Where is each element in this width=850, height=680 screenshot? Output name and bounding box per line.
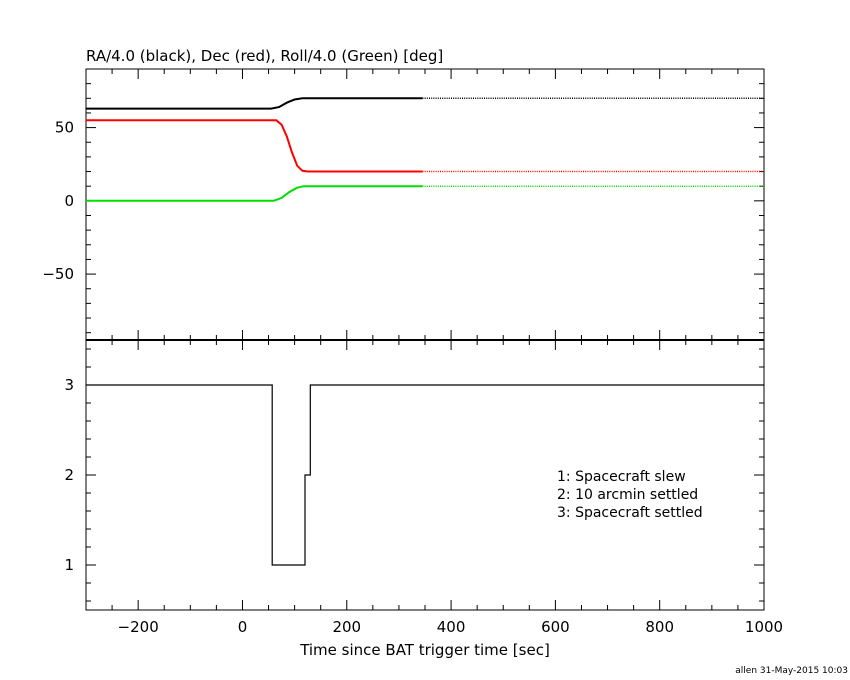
bottom-y-tick-labels: 3 2 1: [64, 376, 74, 574]
series-line-1: [86, 97, 423, 110]
top-plot-frame: [85, 68, 765, 341]
settle-status-step-line: [86, 384, 764, 566]
bottom-axis-ticks: [85, 340, 765, 610]
x-axis-label: Time since BAT trigger time [sec]: [299, 641, 550, 659]
y-tick-label: 50: [55, 119, 74, 137]
y-tick-label: 2: [64, 466, 74, 484]
legend-entry-1: 1: Spacecraft slew: [557, 469, 686, 485]
legend-entry-3: 3: Spacecraft settled: [557, 505, 703, 521]
x-tick-label: 200: [332, 618, 361, 636]
bottom-x-tick-labels: −200 0 200 400 600 800 1000: [118, 618, 784, 636]
top-axis-ticks: [85, 69, 765, 340]
top-series-group: [86, 97, 764, 202]
y-tick-label: 0: [64, 192, 74, 210]
y-tick-label: −50: [42, 265, 74, 283]
y-tick-label: 3: [64, 376, 74, 394]
x-tick-label: 800: [645, 618, 674, 636]
x-tick-label: 400: [437, 618, 466, 636]
x-tick-label: 1000: [745, 618, 783, 636]
y-tick-label: 1: [64, 556, 74, 574]
legend-entry-2: 2: 10 arcmin settled: [557, 487, 698, 503]
x-tick-label: −200: [118, 618, 159, 636]
series-line-2: [86, 119, 423, 173]
bottom-series-group: [86, 384, 764, 566]
x-tick-label: 0: [238, 618, 248, 636]
top-y-tick-labels: 50 0 −50: [42, 119, 74, 283]
top-chart-title: RA/4.0 (black), Dec (red), Roll/4.0 (Gre…: [86, 47, 443, 65]
footer-timestamp: allen 31-May-2015 10:03: [735, 666, 848, 676]
x-tick-label: 600: [541, 618, 570, 636]
series-line-3: [86, 185, 423, 202]
